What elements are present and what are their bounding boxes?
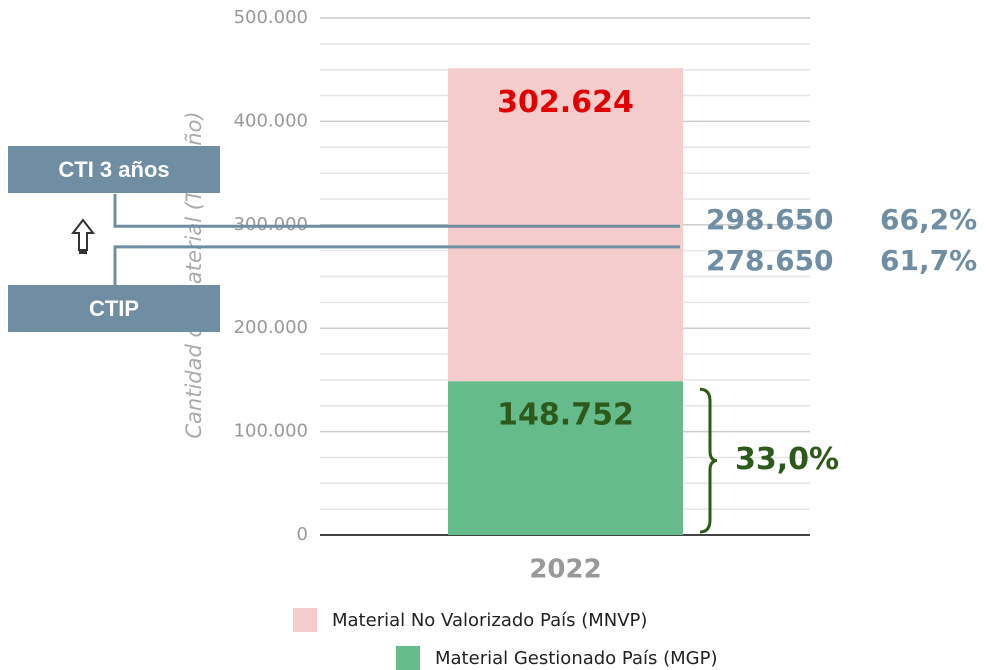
reference-share: 61,7% xyxy=(880,244,977,277)
arrow-icon xyxy=(70,218,96,254)
y-tick-label: 500.000 xyxy=(234,7,308,28)
value-label: 302.624 xyxy=(497,85,634,120)
x-tick-label: 2022 xyxy=(529,555,601,585)
reference-name: CTIP xyxy=(89,296,139,321)
value-label: 148.752 xyxy=(497,398,634,433)
y-tick-label: 300.000 xyxy=(234,214,308,235)
legend-swatch xyxy=(396,646,420,670)
brace xyxy=(699,387,718,534)
legend-label: Material Gestionado País (MGP) xyxy=(435,648,717,669)
reference-share: 66,2% xyxy=(880,203,977,236)
reference-name: CTI 3 años xyxy=(58,157,169,182)
y-tick-label: 0 xyxy=(297,524,308,545)
reference-box xyxy=(8,146,220,193)
brace-label: 33,0% xyxy=(735,442,839,477)
y-tick-label: 100.000 xyxy=(234,421,308,442)
reference-box xyxy=(8,285,220,332)
legend-label: Material No Valorizado País (MNVP) xyxy=(332,610,647,631)
bar-segment xyxy=(448,381,683,535)
reference-value: 298.650 xyxy=(706,203,834,236)
reference-value: 278.650 xyxy=(706,244,834,277)
reference-line xyxy=(113,194,680,228)
legend-swatch xyxy=(293,608,317,632)
y-tick-label: 200.000 xyxy=(234,317,308,338)
y-tick-label: 400.000 xyxy=(234,110,308,131)
reference-line xyxy=(113,245,680,285)
